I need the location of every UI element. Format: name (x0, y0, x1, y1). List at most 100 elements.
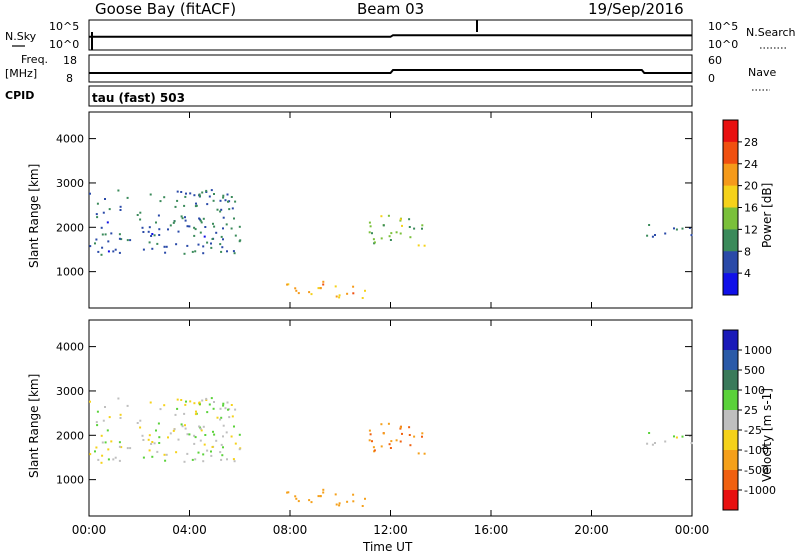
power-colorbar: 28 24 20 16 12 8 4 (722, 119, 758, 296)
velocity-point (195, 410, 197, 413)
freq-series (89, 69, 692, 74)
velocity-point (308, 499, 311, 502)
power-point (222, 216, 225, 219)
power-point (151, 233, 154, 235)
velocity-point (222, 424, 225, 427)
velocity-point (297, 500, 300, 503)
power-point (204, 226, 207, 228)
y-tick-label: 4000 (56, 133, 84, 146)
power-point (167, 228, 169, 231)
colorbar-tick-label: -25 (744, 424, 762, 437)
velocity-point (675, 436, 678, 439)
power-point (408, 226, 411, 228)
power-point (202, 245, 205, 248)
velocity-point (234, 408, 237, 411)
velocity-point (176, 398, 179, 401)
velocity-point (211, 446, 214, 448)
velocity-point (287, 491, 290, 494)
velocity-point (408, 434, 411, 436)
power-point (219, 243, 222, 246)
power-point (210, 242, 212, 245)
velocity-scatter (89, 397, 693, 507)
power-point (382, 224, 385, 227)
velocity-point (202, 460, 205, 463)
velocity-point (373, 449, 376, 452)
colorbar-tick-label: 16 (744, 202, 758, 215)
velocity-point (234, 442, 237, 445)
velocity-point (646, 442, 649, 445)
velocity-point (155, 429, 157, 432)
power-point (231, 207, 234, 210)
power-point (222, 227, 224, 230)
velocity-point (205, 397, 208, 400)
velocity-point (361, 505, 364, 507)
power-point (388, 235, 391, 238)
power-point (238, 240, 241, 243)
velocity-point (202, 453, 205, 456)
velocity-point (399, 427, 402, 430)
power-point (222, 196, 225, 199)
x-tick-label: 04:00 (172, 523, 207, 537)
velocity-point (163, 453, 166, 456)
velocity-ylabel: Slant Range [km] (27, 374, 41, 478)
power-point (380, 215, 383, 218)
power-point (194, 205, 197, 208)
power-point (228, 208, 231, 211)
power-point (110, 232, 113, 235)
power-point (118, 233, 121, 236)
velocity-yaxis: 1000 2000 3000 4000 (56, 341, 692, 487)
power-point (387, 214, 390, 217)
velocity-colorbar-label: Velocity [m s-1] (760, 388, 774, 482)
velocity-point (216, 416, 219, 419)
velocity-point (335, 503, 338, 506)
power-point (106, 221, 109, 224)
velocity-point (198, 425, 201, 428)
power-point (346, 292, 349, 295)
power-point (690, 234, 693, 237)
power-point (206, 241, 209, 244)
power-point (114, 248, 117, 251)
velocity-point (177, 438, 180, 441)
power-point (126, 239, 129, 242)
velocity-point (136, 422, 139, 424)
power-point (417, 244, 420, 247)
velocity-point (387, 422, 390, 425)
velocity-point (205, 399, 208, 401)
nave-tick-top: 60 (708, 54, 722, 67)
power-point (89, 245, 92, 248)
power-point (165, 245, 168, 248)
power-point (220, 235, 223, 238)
velocity-point (219, 407, 222, 410)
noise-tick-bottom-left: 10^0 (49, 38, 79, 51)
velocity-point (364, 497, 366, 500)
power-point (119, 205, 122, 208)
velocity-point (338, 504, 341, 507)
power-point (203, 235, 206, 238)
power-point (180, 215, 183, 218)
velocity-point (352, 493, 355, 496)
power-point (129, 239, 132, 242)
power-point (646, 234, 649, 237)
velocity-point (352, 500, 355, 503)
power-point (181, 217, 184, 220)
power-point (101, 246, 104, 249)
velocity-point (380, 423, 383, 426)
x-axis: 00:00 04:00 08:00 12:00 16:00 20:00 00:00 (72, 112, 709, 537)
power-point (395, 231, 398, 234)
power-point (215, 231, 218, 234)
power-point (193, 194, 196, 197)
power-point (372, 238, 375, 241)
freq-panel: Freq. [MHz] CPID 18 8 60 0 Nave (5, 53, 776, 102)
velocity-point (423, 452, 426, 455)
power-colorbar-label: Power [dB] (760, 183, 774, 248)
power-point (202, 217, 205, 220)
velocity-point (224, 407, 227, 410)
velocity-point (651, 443, 654, 446)
power-point (213, 193, 215, 195)
power-point (208, 195, 211, 198)
velocity-point (219, 418, 222, 421)
power-point (184, 219, 187, 222)
velocity-point (232, 458, 235, 461)
freq-label-2: [MHz] (5, 67, 37, 80)
power-point (194, 250, 197, 253)
